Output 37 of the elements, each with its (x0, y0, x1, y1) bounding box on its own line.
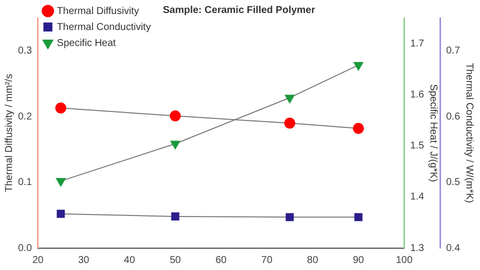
legend-label: Specific Heat (56, 38, 116, 49)
y-tick-label: 0.0 (18, 242, 32, 254)
x-tick-label: 100 (396, 254, 413, 266)
legend-label: Thermal Diffusivity (56, 6, 139, 17)
y2-tick-label: 1.6 (410, 89, 425, 100)
y-tick-label: 0.2 (18, 111, 32, 122)
point (352, 122, 364, 134)
point (170, 140, 180, 150)
point (55, 102, 66, 114)
y3-tick-label: 0.7 (446, 46, 460, 57)
y2-tick-label: 1.4 (410, 192, 425, 203)
y2-axis-title: Specific Heat / J/(g*K) (427, 84, 438, 182)
y3-tick-label: 0.5 (446, 177, 460, 188)
point (284, 94, 295, 104)
point (56, 178, 66, 187)
x-tick-label: 40 (124, 254, 136, 266)
x-tick-label: 30 (78, 254, 90, 266)
y3-axis-title: Thermal Conductivity / W/(m*K) (463, 62, 474, 204)
point (284, 118, 296, 129)
y2-tick-label: 1.3 (410, 242, 425, 254)
x-tick-label: 70 (261, 254, 273, 266)
y-axis-title: Thermal Diffusivity / mm²/s (4, 74, 15, 192)
point (354, 62, 364, 71)
point (170, 110, 181, 122)
x-tick-label: 20 (32, 254, 44, 266)
y-tick-label: 0.3 (18, 46, 32, 57)
y-tick-label: 0.1 (18, 177, 32, 188)
y3-tick-label: 0.6 (446, 111, 460, 122)
x-tick-label: 90 (352, 254, 364, 266)
y2-tick-label: 1.7 (410, 38, 425, 50)
legend-label: Thermal Conductivity (56, 22, 151, 33)
x-tick-label: 80 (307, 254, 319, 266)
y2-tick-label: 1.5 (410, 140, 425, 152)
chart-title: Sample: Ceramic Filled Polymer (162, 4, 316, 16)
y3-tick-label: 0.4 (446, 242, 460, 254)
x-tick-label: 60 (215, 254, 228, 266)
x-tick-label: 50 (170, 254, 182, 266)
